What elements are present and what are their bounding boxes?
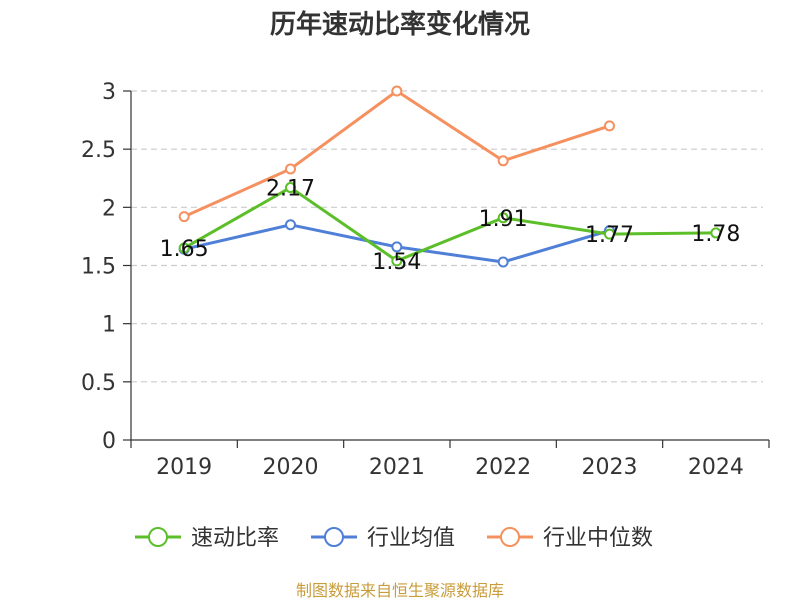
legend-marker [500, 527, 520, 547]
legend-item-行业中位数[interactable]: 行业中位数 [487, 526, 653, 551]
x-tick-label-2024: 2024 [688, 455, 744, 480]
x-tick-label-2021: 2021 [369, 455, 425, 480]
x-tick-label-2019: 2019 [156, 455, 212, 480]
point-行业均值-2020 [285, 219, 296, 231]
legend-label: 速动比率 [191, 526, 279, 551]
axes: 0 0.5 1 1.5 2 2.5 3 2019 2020 2021 2022 2023 2024 [81, 80, 770, 480]
legend-item-行业均值[interactable]: 行业均值 [311, 526, 455, 551]
point-行业中位数-2020 [285, 163, 296, 175]
point-速动比率-2023 [604, 228, 615, 240]
x-tick-label-2023: 2023 [582, 455, 638, 480]
y-tick-label-1: 1 [102, 313, 116, 338]
source-note: 制图数据来自恒生聚源数据库 [296, 581, 504, 600]
x-tick-label-2022: 2022 [475, 455, 531, 480]
series-lines [178, 85, 722, 268]
point-行业均值-2022 [497, 256, 509, 268]
series-line-速动比率 [183, 186, 716, 263]
data-label-2020: 2.17 [266, 177, 315, 202]
legend[interactable]: 速动比率 行业均值 行业中位数 [135, 526, 653, 551]
data-label-2021: 1.54 [372, 250, 421, 275]
legend-marker [324, 527, 344, 547]
point-行业中位数-2021 [391, 85, 403, 97]
point-行业中位数-2023 [604, 120, 615, 132]
data-label-2022: 1.91 [479, 207, 528, 232]
point-速动比率-2024 [710, 227, 722, 239]
grid-lines [131, 90, 763, 383]
series-line-行业中位数 [183, 89, 610, 219]
legend-marker [148, 527, 168, 547]
y-tick-label-1.5: 1.5 [81, 255, 116, 280]
point-行业中位数-2022 [497, 155, 509, 167]
chart-title: 历年速动比率变化情况 [270, 9, 530, 40]
legend-item-速动比率[interactable]: 速动比率 [135, 526, 279, 551]
point-速动比率-2020 [285, 182, 296, 194]
data-label-2019: 1.65 [160, 237, 209, 262]
y-tick-label-0: 0 [102, 429, 116, 454]
legend-label: 行业均值 [367, 526, 455, 551]
x-tick-label-2020: 2020 [263, 455, 319, 480]
point-行业中位数-2019 [178, 211, 190, 223]
y-tick-label-0.5: 0.5 [81, 371, 116, 396]
data-labels: 1.65 2.17 1.54 1.91 1.77 1.78 [160, 177, 741, 275]
y-tick-label-2: 2 [102, 196, 116, 221]
point-速动比率-2021 [391, 255, 403, 267]
y-tick-label-2.5: 2.5 [81, 138, 116, 163]
data-label-2024: 1.78 [691, 222, 740, 247]
point-速动比率-2019 [178, 242, 190, 254]
y-tick-label-3: 3 [102, 80, 116, 105]
point-速动比率-2022 [497, 212, 509, 224]
point-行业均值-2021 [391, 241, 403, 253]
data-label-2023: 1.77 [585, 223, 634, 248]
legend-label: 行业中位数 [543, 526, 653, 551]
